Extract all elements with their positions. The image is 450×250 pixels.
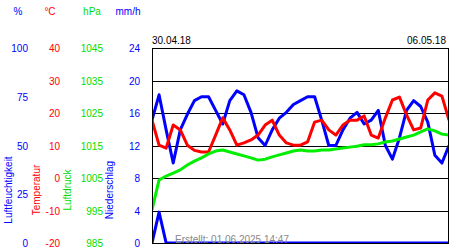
tick-label: 75 [17, 92, 29, 103]
tick-label: 4 [134, 206, 140, 217]
tick-label: 0 [54, 173, 60, 184]
tick-label: -20 [46, 238, 61, 249]
tick-label: 20 [49, 108, 61, 119]
grid-line [152, 178, 449, 179]
series-line [152, 129, 449, 210]
tick-label: 995 [86, 206, 103, 217]
axis-unit: hPa [83, 6, 101, 17]
axis-unit: % [14, 6, 23, 17]
footer: Erstellt: 01.06.2025 14:47 [175, 234, 289, 245]
series-group [152, 91, 449, 243]
grid-line [152, 81, 449, 82]
tick-label: 100 [11, 43, 28, 54]
tick-label: 985 [86, 238, 103, 249]
tick-label: 24 [129, 43, 141, 54]
tick-label: 30 [49, 76, 61, 87]
tick-label: 8 [134, 173, 140, 184]
tick-label: 1035 [81, 76, 104, 87]
plot-frame [153, 49, 449, 244]
tick-label: 10 [49, 141, 61, 152]
tick-label: 25 [17, 189, 29, 200]
grid-line [152, 211, 449, 212]
tick-label: 20 [129, 76, 141, 87]
tick-label: 16 [129, 108, 141, 119]
chart: % 0 25 50 75 100 Luftfeuchtigkeit °C -20 -10 0 10 20… [0, 0, 450, 250]
tick-label: 0 [22, 238, 28, 249]
tick-label: 12 [129, 141, 141, 152]
tick-label: 1005 [81, 173, 104, 184]
x-tick-label: 30.04.18 [152, 35, 191, 46]
tick-label: 1025 [81, 108, 104, 119]
tick-label: 0 [134, 238, 140, 249]
axis-unit: °C [44, 6, 55, 17]
tick-label: 50 [17, 141, 29, 152]
axis-unit: mm/h [116, 6, 141, 17]
axis-label: Luftdruck [62, 168, 73, 210]
axis-label: Luftfeuchtigkeit [3, 156, 14, 223]
axis-label: Temperatur [31, 164, 42, 215]
tick-label: 40 [49, 43, 61, 54]
tick-label: 1015 [81, 141, 104, 152]
x-tick-label: 06.05.18 [407, 35, 446, 46]
series-line [152, 93, 449, 152]
series-line [152, 91, 449, 163]
tick-label: -10 [46, 206, 61, 217]
tick-label: 1045 [81, 43, 104, 54]
axis-label: Niederschlag [104, 161, 115, 219]
